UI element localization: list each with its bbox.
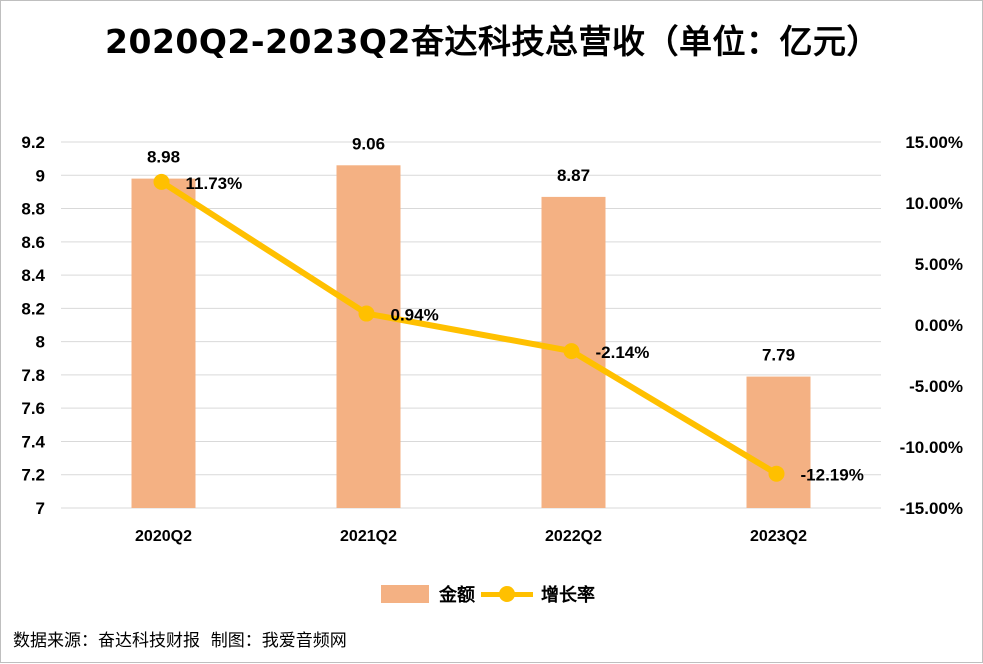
left-tick-label: 9 xyxy=(36,166,45,185)
growth-data-label: 11.73% xyxy=(186,174,243,193)
right-tick-label: -10.00% xyxy=(900,438,963,457)
right-tick-label: 5.00% xyxy=(915,255,963,274)
left-tick-label: 7 xyxy=(36,499,45,518)
bar-data-label: 8.87 xyxy=(557,166,590,185)
bar xyxy=(746,376,811,508)
right-tick-label: 15.00% xyxy=(905,133,963,152)
left-tick-label: 8.4 xyxy=(21,266,45,285)
right-tick-label: 10.00% xyxy=(905,194,963,213)
left-tick-label: 7.6 xyxy=(21,399,45,418)
chart-title: 2020Q2-2023Q2奋达科技总营收（单位：亿元） xyxy=(105,22,880,61)
source-note: 数据来源：奋达科技财报 制图：我爱音频网 xyxy=(13,631,347,651)
bar xyxy=(336,165,401,509)
left-tick-label: 7.4 xyxy=(21,432,45,451)
right-tick-label: -5.00% xyxy=(909,377,963,396)
growth-point xyxy=(768,465,785,482)
right-tick-label: 0.00% xyxy=(915,316,963,335)
x-tick-label: 2021Q2 xyxy=(340,528,397,545)
left-tick-label: 7.8 xyxy=(21,366,45,385)
left-tick-label: 8.8 xyxy=(21,200,45,219)
left-tick-label: 8.6 xyxy=(21,233,45,252)
bar-data-label: 7.79 xyxy=(762,346,795,365)
x-tick-label: 2023Q2 xyxy=(750,528,807,545)
bar-data-label: 8.98 xyxy=(147,148,180,167)
growth-line xyxy=(159,179,779,477)
legend-label-growth: 增长率 xyxy=(541,585,595,606)
legend-swatch-bar xyxy=(381,585,429,603)
left-tick-label: 7.2 xyxy=(21,466,45,485)
left-tick-label: 8 xyxy=(36,333,45,352)
legend-swatch-line xyxy=(481,585,533,603)
growth-data-label: -2.14% xyxy=(596,343,650,362)
legend-item-growth: 增长率 xyxy=(479,581,595,607)
chart-legend: 金额 增长率 xyxy=(381,581,599,607)
right-tick-label: -15.00% xyxy=(900,499,963,518)
legend-item-amount: 金额 xyxy=(381,581,475,607)
bar xyxy=(131,178,196,508)
bar-data-label: 9.06 xyxy=(352,134,385,153)
growth-data-label: -12.19% xyxy=(801,466,864,485)
growth-point xyxy=(153,173,170,190)
left-tick-label: 9.2 xyxy=(21,133,45,152)
growth-point xyxy=(563,343,580,360)
legend-label-amount: 金额 xyxy=(439,585,475,606)
x-tick-label: 2022Q2 xyxy=(545,528,602,545)
left-tick-label: 8.2 xyxy=(21,299,45,318)
x-tick-label: 2020Q2 xyxy=(135,528,192,545)
growth-data-label: 0.94% xyxy=(391,306,439,325)
growth-point xyxy=(358,305,375,322)
